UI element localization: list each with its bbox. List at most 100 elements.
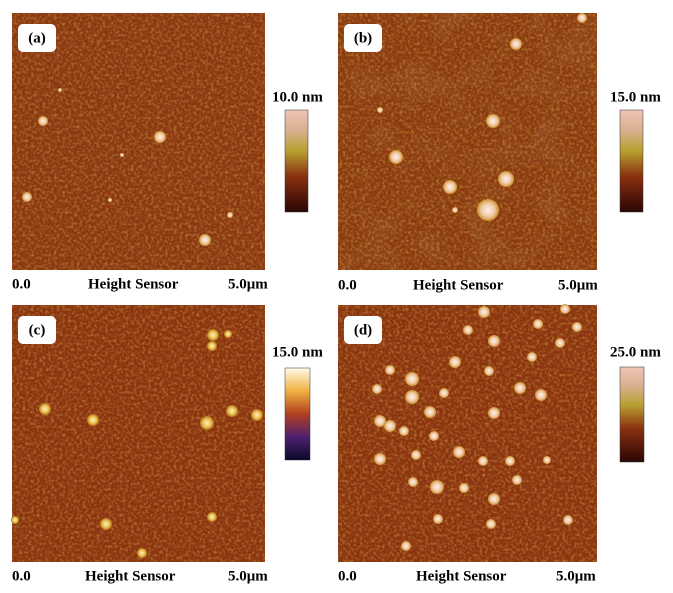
particle	[443, 180, 457, 194]
particle	[411, 450, 421, 460]
particle	[488, 493, 500, 505]
particle	[572, 322, 582, 332]
particle	[399, 426, 409, 436]
particle	[405, 372, 419, 386]
particle	[463, 325, 473, 335]
label-box	[18, 24, 56, 52]
axis-end: 5.0μm	[228, 276, 268, 292]
particle	[408, 477, 418, 487]
axis-title: Height Sensor	[85, 568, 176, 584]
particle	[372, 384, 382, 394]
particle	[22, 192, 32, 202]
particle	[433, 514, 443, 524]
afm-texture	[12, 13, 265, 270]
particle	[405, 390, 419, 404]
axis-title: Height Sensor	[88, 276, 179, 292]
particle	[535, 389, 547, 401]
particle	[563, 515, 573, 525]
particle	[488, 407, 500, 419]
particle	[39, 403, 51, 415]
particle	[226, 405, 238, 417]
scale-max: 15.0 nm	[272, 344, 323, 360]
particle	[58, 88, 62, 92]
particle	[385, 365, 395, 375]
afm-texture	[338, 305, 597, 562]
axis-start: 0.0	[338, 568, 357, 584]
particle	[251, 409, 263, 421]
label-box	[18, 316, 56, 344]
particle	[154, 131, 166, 143]
particle	[207, 512, 217, 522]
particle	[200, 416, 214, 430]
particle	[512, 475, 522, 485]
afm-texture	[338, 13, 597, 270]
particle	[384, 420, 396, 432]
panel-label: (b)	[354, 30, 372, 46]
particle	[401, 541, 411, 551]
particle	[505, 456, 515, 466]
label-box	[344, 316, 382, 344]
particle	[533, 319, 543, 329]
colorbar	[619, 109, 644, 213]
particle	[108, 198, 112, 202]
panel: (a) 10.0 nm 0.0 Height Sensor 5.0μm	[12, 13, 323, 292]
particle	[389, 150, 403, 164]
particle	[38, 116, 48, 126]
panel: (b) 15.0 nm 0.0 Height Sensor 5.0μm	[338, 13, 661, 293]
particle	[486, 114, 500, 128]
scale-max: 25.0 nm	[610, 344, 661, 360]
axis-end: 5.0μm	[228, 568, 268, 584]
panel: (d) 25.0 nm 0.0 Height Sensor 5.0μm	[338, 304, 661, 584]
particle	[543, 456, 551, 464]
scale-max: 10.0 nm	[272, 89, 323, 105]
particle	[560, 304, 570, 314]
particle	[424, 406, 436, 418]
scale-max: 15.0 nm	[610, 89, 661, 105]
particle	[227, 212, 233, 218]
colorbar	[619, 366, 645, 463]
axis-title: Height Sensor	[413, 277, 504, 293]
particle	[374, 453, 386, 465]
particle	[477, 199, 499, 221]
panel-label: (a)	[28, 30, 46, 46]
particle	[514, 382, 526, 394]
particle	[207, 341, 217, 351]
particle	[459, 483, 469, 493]
particle	[478, 306, 490, 318]
particle	[453, 446, 465, 458]
particle	[87, 414, 99, 426]
colorbar	[284, 367, 311, 461]
particle	[555, 338, 565, 348]
axis-title: Height Sensor	[416, 568, 507, 584]
particle	[452, 207, 458, 213]
particle	[137, 548, 147, 558]
axis-start: 0.0	[12, 568, 31, 584]
axis-start: 0.0	[12, 276, 31, 292]
particle	[484, 366, 494, 376]
particle	[207, 329, 219, 341]
colorbar	[284, 109, 309, 213]
particle	[478, 456, 488, 466]
particle	[439, 388, 449, 398]
particle	[488, 335, 500, 347]
particle	[377, 107, 383, 113]
particle	[120, 153, 124, 157]
afm-texture	[12, 305, 265, 562]
panel-label: (c)	[29, 322, 46, 338]
particle	[498, 171, 514, 187]
particle	[374, 415, 386, 427]
particle	[429, 431, 439, 441]
particle	[11, 516, 19, 524]
particle	[510, 38, 522, 50]
particle	[224, 330, 232, 338]
panel-label: (d)	[354, 322, 372, 338]
axis-end: 5.0μm	[558, 277, 598, 293]
particle	[199, 234, 211, 246]
axis-end: 5.0μm	[556, 568, 596, 584]
axis-start: 0.0	[338, 277, 357, 293]
particle	[577, 13, 587, 23]
panel: (c) 15.0 nm 0.0 Height Sensor 5.0μm	[11, 305, 323, 584]
particle	[430, 480, 444, 494]
particle	[449, 356, 461, 368]
